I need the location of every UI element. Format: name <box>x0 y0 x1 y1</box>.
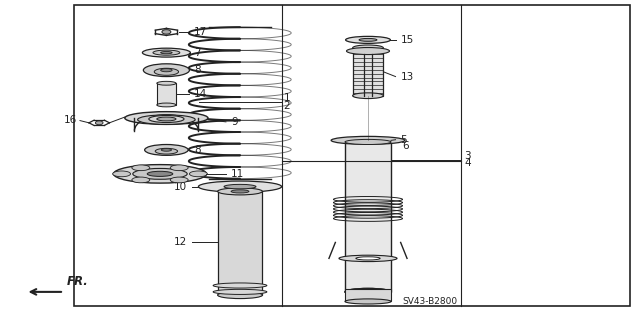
Text: 10: 10 <box>173 182 187 192</box>
Text: 9: 9 <box>231 117 237 127</box>
Ellipse shape <box>143 48 191 57</box>
Text: 11: 11 <box>231 169 244 179</box>
Ellipse shape <box>345 299 391 304</box>
Ellipse shape <box>359 39 377 41</box>
Ellipse shape <box>218 292 262 299</box>
Text: 8: 8 <box>194 65 200 75</box>
Bar <box>74 5 630 306</box>
Text: 13: 13 <box>401 71 414 82</box>
Text: 8: 8 <box>194 145 200 155</box>
Ellipse shape <box>339 255 397 262</box>
Ellipse shape <box>157 81 176 85</box>
Text: 2: 2 <box>284 101 290 111</box>
Ellipse shape <box>224 184 256 189</box>
Ellipse shape <box>331 137 405 144</box>
Ellipse shape <box>198 181 282 192</box>
Text: FR.: FR. <box>67 275 89 288</box>
Ellipse shape <box>149 115 184 122</box>
Ellipse shape <box>143 64 189 77</box>
Circle shape <box>95 121 103 125</box>
Text: 7: 7 <box>194 48 200 58</box>
Bar <box>218 191 262 295</box>
Bar <box>345 140 391 292</box>
Ellipse shape <box>161 149 172 151</box>
Ellipse shape <box>113 171 131 177</box>
Ellipse shape <box>345 288 391 295</box>
Text: 14: 14 <box>194 89 207 99</box>
Text: 5: 5 <box>401 135 407 145</box>
Ellipse shape <box>114 165 206 183</box>
Bar <box>345 289 391 301</box>
Text: 15: 15 <box>401 35 414 45</box>
Ellipse shape <box>153 50 180 55</box>
Ellipse shape <box>154 68 179 75</box>
Text: 16: 16 <box>63 115 77 125</box>
Text: 3: 3 <box>464 151 470 161</box>
Ellipse shape <box>170 165 188 171</box>
Ellipse shape <box>170 177 188 183</box>
Text: 1: 1 <box>284 93 290 103</box>
Ellipse shape <box>345 137 391 144</box>
Ellipse shape <box>353 45 383 51</box>
Ellipse shape <box>345 288 391 295</box>
Ellipse shape <box>353 93 383 99</box>
Ellipse shape <box>346 36 390 43</box>
Circle shape <box>162 30 171 34</box>
Ellipse shape <box>132 177 150 183</box>
Bar <box>157 83 176 105</box>
Ellipse shape <box>125 112 208 124</box>
Bar <box>353 48 383 96</box>
Text: SV43-B2800: SV43-B2800 <box>403 297 458 306</box>
Ellipse shape <box>147 171 173 176</box>
Ellipse shape <box>157 103 176 107</box>
Text: 12: 12 <box>173 237 187 248</box>
Ellipse shape <box>189 171 207 177</box>
Ellipse shape <box>133 168 187 179</box>
Ellipse shape <box>345 139 391 145</box>
Text: 6: 6 <box>402 141 408 151</box>
Ellipse shape <box>156 148 178 154</box>
Ellipse shape <box>346 48 390 55</box>
Ellipse shape <box>231 190 249 193</box>
Ellipse shape <box>213 289 267 294</box>
Ellipse shape <box>145 145 188 155</box>
Ellipse shape <box>161 52 172 54</box>
Text: 4: 4 <box>464 158 470 168</box>
Ellipse shape <box>213 283 267 288</box>
Ellipse shape <box>218 188 262 195</box>
Ellipse shape <box>132 165 150 171</box>
Ellipse shape <box>161 69 172 72</box>
Ellipse shape <box>138 115 195 124</box>
Ellipse shape <box>157 117 176 121</box>
Ellipse shape <box>356 257 380 260</box>
Text: 17: 17 <box>194 27 207 37</box>
